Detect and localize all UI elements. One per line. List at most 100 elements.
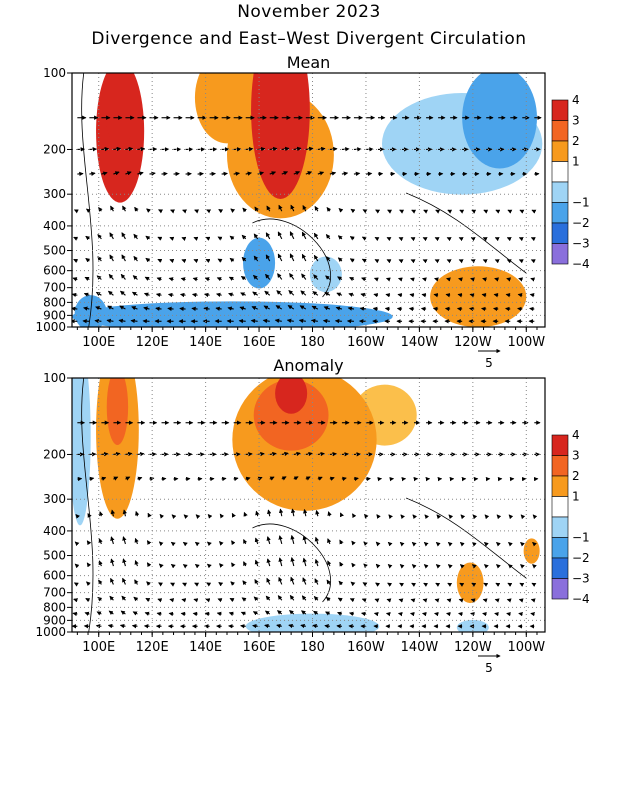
vector-arrow bbox=[314, 558, 319, 567]
x-tick-label: 100E bbox=[82, 640, 115, 655]
vector-arrow bbox=[108, 610, 114, 615]
vector-arrow bbox=[230, 208, 236, 213]
vector-arrow bbox=[110, 536, 115, 545]
vector-arrow bbox=[496, 541, 501, 547]
vector-arrow bbox=[317, 451, 325, 457]
vector-arrow bbox=[263, 305, 271, 310]
y-tick-label: 1000 bbox=[35, 625, 66, 639]
vector-arrow bbox=[134, 537, 139, 545]
divergence-contour bbox=[251, 73, 310, 199]
vector-arrow bbox=[364, 513, 369, 519]
vector-arrow bbox=[281, 451, 289, 457]
vector-arrow bbox=[505, 293, 511, 298]
vector-arrow bbox=[275, 305, 283, 310]
vector-arrow bbox=[423, 582, 429, 587]
vector-arrow bbox=[375, 209, 381, 214]
vector-arrow bbox=[281, 476, 287, 481]
vector-arrow bbox=[289, 253, 295, 262]
vector-arrow bbox=[532, 514, 538, 520]
vector-arrow bbox=[206, 582, 212, 587]
vector-arrow bbox=[192, 611, 198, 617]
vector-arrow bbox=[373, 293, 379, 298]
vector-arrow bbox=[434, 611, 439, 617]
vector-arrow bbox=[324, 291, 331, 297]
vector-arrow bbox=[338, 580, 344, 586]
vector-arrow bbox=[146, 581, 151, 586]
vector-arrow bbox=[301, 231, 307, 240]
vector-arrow bbox=[387, 209, 393, 214]
vector-arrow bbox=[411, 209, 417, 214]
vector-arrow bbox=[110, 205, 115, 212]
vector-arrow bbox=[229, 257, 235, 263]
vector-arrow bbox=[182, 564, 188, 569]
vector-arrow bbox=[446, 237, 452, 242]
vector-arrow bbox=[98, 560, 103, 567]
vector-arrow bbox=[75, 513, 80, 519]
vector-arrow bbox=[397, 611, 403, 617]
vector-arrow bbox=[204, 611, 210, 617]
vector-arrow bbox=[193, 258, 199, 264]
vector-arrow bbox=[250, 318, 258, 324]
y-tick-label: 700 bbox=[43, 281, 66, 295]
vector-arrow bbox=[278, 204, 283, 212]
vector-arrow bbox=[327, 511, 332, 517]
vector-arrow bbox=[493, 293, 499, 298]
vector-arrow bbox=[134, 579, 139, 585]
vector-arrow bbox=[242, 580, 247, 586]
legend-swatch bbox=[551, 181, 569, 203]
vector-arrow bbox=[171, 514, 177, 519]
vector-arrow bbox=[339, 561, 344, 567]
vector-arrow bbox=[399, 564, 405, 569]
vector-arrow bbox=[182, 209, 187, 214]
vector-arrow bbox=[530, 611, 535, 617]
vector-arrow bbox=[324, 623, 330, 629]
vector-arrow bbox=[482, 259, 488, 264]
vector-arrow bbox=[365, 476, 371, 482]
vector-arrow bbox=[242, 207, 247, 213]
vector-arrow bbox=[459, 209, 465, 214]
vector-arrow bbox=[228, 611, 234, 616]
vector-arrow bbox=[397, 277, 403, 282]
vector-arrow bbox=[374, 598, 380, 603]
vector-arrow bbox=[122, 509, 128, 517]
vector-arrow bbox=[312, 623, 318, 629]
vector-arrow bbox=[456, 306, 463, 312]
vector-arrow bbox=[317, 146, 326, 152]
vector-arrow bbox=[494, 237, 500, 242]
vector-arrow bbox=[289, 610, 295, 615]
vector-arrow bbox=[251, 306, 258, 311]
legend-swatch bbox=[551, 516, 569, 538]
vector-arrow bbox=[315, 509, 320, 517]
vector-arrow bbox=[85, 208, 91, 214]
vector-arrow bbox=[167, 292, 174, 298]
vector-arrow bbox=[109, 595, 114, 601]
vector-arrow bbox=[313, 274, 319, 280]
vector-arrow bbox=[96, 275, 102, 280]
vector-arrow bbox=[459, 541, 465, 547]
vector-arrow bbox=[397, 293, 403, 298]
vector-arrow bbox=[375, 541, 381, 547]
y-tick-label: 800 bbox=[43, 600, 66, 614]
vector-arrow bbox=[387, 582, 393, 587]
vector-arrow bbox=[305, 451, 313, 457]
zero-contours bbox=[81, 73, 527, 327]
vector-arrow bbox=[423, 541, 429, 547]
vector-arrow bbox=[301, 595, 307, 601]
vector-arrow bbox=[507, 209, 513, 214]
vector-arrow bbox=[339, 512, 344, 518]
vector-arrow bbox=[192, 277, 198, 282]
vector-arrow bbox=[338, 208, 344, 213]
vector-arrow bbox=[361, 277, 367, 282]
vector-arrow bbox=[86, 540, 92, 546]
vector-arrow bbox=[110, 558, 115, 567]
vector-arrow bbox=[240, 292, 246, 297]
y-tick-label: 100 bbox=[43, 66, 66, 80]
vector-arrow bbox=[101, 476, 107, 481]
vector-arrow bbox=[351, 562, 356, 568]
vector-arrow bbox=[137, 171, 144, 176]
y-tick-label: 900 bbox=[43, 308, 66, 322]
vector-arrow bbox=[217, 258, 223, 263]
vector-arrow bbox=[132, 611, 138, 616]
vector-arrow bbox=[436, 514, 442, 520]
y-tick-label: 500 bbox=[43, 244, 66, 258]
